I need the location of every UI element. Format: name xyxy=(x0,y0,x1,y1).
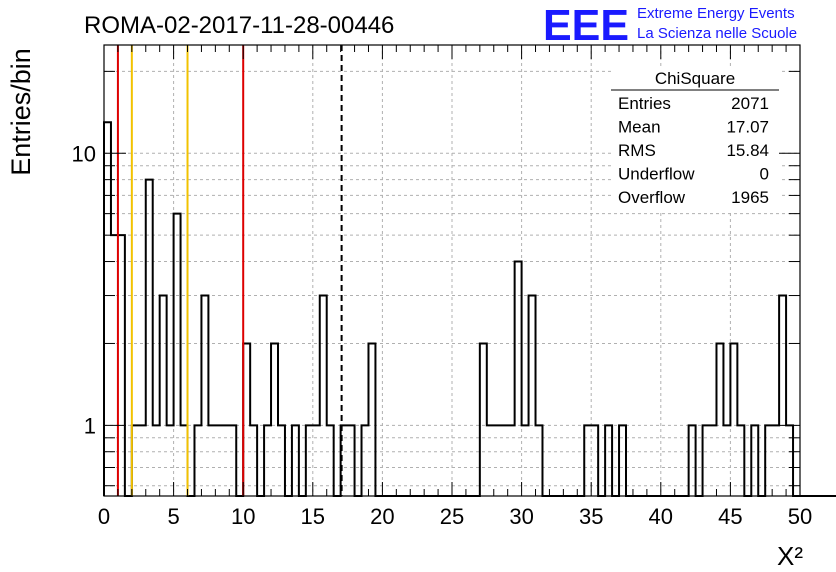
histogram-bin xyxy=(160,296,167,496)
stats-title: ChiSquare xyxy=(655,69,735,88)
logo: EEE Extreme Energy Events La Scienza nel… xyxy=(543,1,797,50)
stats-row-label: Underflow xyxy=(618,165,695,184)
histogram-bin xyxy=(264,425,271,496)
stats-box-background xyxy=(611,68,779,210)
histogram-bin xyxy=(111,235,118,496)
histogram-bin xyxy=(730,343,737,496)
histogram-bin xyxy=(723,425,730,496)
stats-row-label: Overflow xyxy=(618,188,686,207)
histogram-bin xyxy=(591,425,598,496)
histogram-bin xyxy=(751,425,758,496)
histogram-bin xyxy=(689,425,696,496)
stats-row-value: 15.84 xyxy=(726,141,769,160)
histogram-bin xyxy=(250,425,257,496)
histogram-bin xyxy=(181,425,188,496)
stats-row-value: 1965 xyxy=(731,188,769,207)
histogram-bin xyxy=(605,425,612,496)
histogram-bin xyxy=(215,425,222,496)
stats-row-label: Entries xyxy=(618,94,671,113)
histogram-bin xyxy=(779,296,786,496)
stats-row-value: 0 xyxy=(760,165,769,184)
histogram-bars xyxy=(103,121,836,497)
histogram-bin xyxy=(501,425,508,496)
histogram-bin xyxy=(118,235,125,496)
histogram-bin xyxy=(306,425,313,496)
histogram-bin xyxy=(619,425,626,496)
stats-rows: Entries 2071 Mean 17.07 RMS 15.84 Underflow 0 Ov… xyxy=(618,94,769,207)
y-axis-label: Entries/bin xyxy=(6,48,36,176)
histogram-bin xyxy=(368,343,375,496)
x-tick-label: 25 xyxy=(440,504,464,529)
stats-row-value: 17.07 xyxy=(726,118,769,137)
x-tick-label: 30 xyxy=(509,504,533,529)
histogram-bin xyxy=(139,425,146,496)
histogram-bin xyxy=(765,425,772,496)
histogram-bin xyxy=(703,425,710,496)
histogram-bin xyxy=(243,343,250,496)
histogram-outline xyxy=(103,121,836,497)
histogram-bin xyxy=(716,343,723,496)
histogram-bin xyxy=(174,214,181,496)
histogram-bin xyxy=(710,425,717,496)
histogram-bin xyxy=(229,425,236,496)
axis-ticks: 0 5 10 15 20 25 30 35 40 45 50 1 10 xyxy=(72,45,812,529)
histogram-bin xyxy=(292,425,299,496)
histogram-bin xyxy=(772,425,779,496)
stats-row-label: Mean xyxy=(618,118,661,137)
histogram-bin xyxy=(536,425,543,496)
histogram-bin xyxy=(132,425,139,496)
marker-lines xyxy=(116,45,343,496)
logo-mark: EEE xyxy=(543,1,629,50)
histogram-bin xyxy=(494,425,501,496)
histogram-bin xyxy=(194,425,201,496)
x-tick-label: 0 xyxy=(98,504,110,529)
histogram-bin xyxy=(584,425,591,496)
histogram-bin xyxy=(522,425,529,496)
histogram-bin xyxy=(271,343,278,496)
y-tick-label: 1 xyxy=(84,413,96,438)
histogram-bin xyxy=(104,122,111,496)
histogram-bin xyxy=(153,425,160,496)
histogram-bin xyxy=(737,425,744,496)
logo-line-1: Extreme Energy Events xyxy=(637,5,795,22)
x-tick-label: 20 xyxy=(370,504,394,529)
stats-row-label: RMS xyxy=(618,141,656,160)
histogram-bin xyxy=(348,425,355,496)
y-tick-label: 10 xyxy=(72,141,96,166)
histogram-bin xyxy=(146,180,153,496)
logo-line-2: La Scienza nelle Scuole xyxy=(637,25,797,42)
grid xyxy=(104,45,800,496)
histogram-bin xyxy=(313,425,320,496)
histogram-bin xyxy=(278,425,285,496)
histogram-bin xyxy=(222,425,229,496)
x-axis-label: X² xyxy=(777,541,803,571)
histogram-bin xyxy=(515,262,522,496)
chart-title: ROMA-02-2017-11-28-00446 xyxy=(84,12,394,39)
x-tick-label: 5 xyxy=(167,504,179,529)
histogram-bin xyxy=(487,425,494,496)
histogram-bin xyxy=(362,425,369,496)
histogram-bin xyxy=(320,296,327,496)
x-tick-label: 10 xyxy=(231,504,255,529)
histogram-bin xyxy=(167,425,174,496)
histogram-bin xyxy=(480,343,487,496)
histogram-bin xyxy=(529,296,536,496)
x-tick-label: 40 xyxy=(649,504,673,529)
stats-box: ChiSquare Entries 2071 Mean 17.07 RMS 15.84 Un… xyxy=(611,68,779,210)
x-tick-label: 50 xyxy=(788,504,812,529)
histogram-bin xyxy=(508,425,515,496)
x-tick-label: 35 xyxy=(579,504,603,529)
x-tick-label: 45 xyxy=(718,504,742,529)
stats-row-value: 2071 xyxy=(731,94,769,113)
histogram-bin xyxy=(327,425,334,496)
x-tick-label: 15 xyxy=(301,504,325,529)
histogram-bin xyxy=(201,296,208,496)
histogram-bin xyxy=(208,425,215,496)
